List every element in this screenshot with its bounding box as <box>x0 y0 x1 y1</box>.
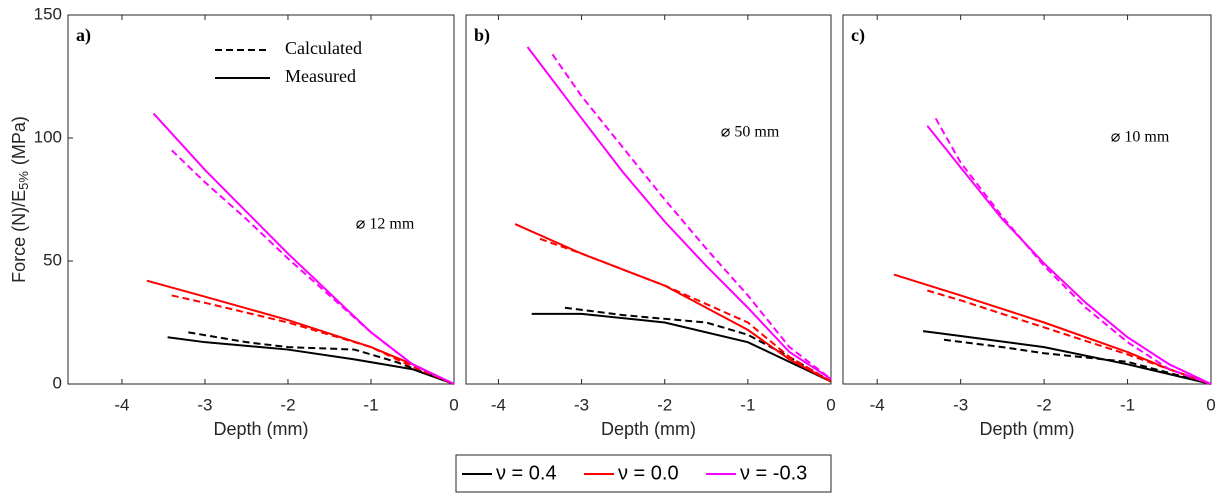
data-line <box>171 149 455 385</box>
diameter-label: ⌀ 12 mm <box>356 216 415 233</box>
data-line <box>171 294 455 385</box>
x-tick-label: -1 <box>740 395 755 414</box>
x-tick-label: -4 <box>870 395 885 414</box>
panel-label: b) <box>474 25 490 46</box>
x-tick-label: 0 <box>449 395 458 414</box>
diameter-label: ⌀ 10 mm <box>1111 129 1170 146</box>
data-line <box>926 289 1212 385</box>
x-tick-label: -3 <box>197 395 212 414</box>
y-tick-label: 100 <box>34 127 62 146</box>
panel-label: c) <box>851 25 865 46</box>
data-line <box>934 117 1212 385</box>
data-line <box>514 223 832 383</box>
y-tick-label: 0 <box>53 373 62 392</box>
data-line <box>926 125 1212 385</box>
style-legend-label: Measured <box>285 66 356 86</box>
x-tick-label: 0 <box>1206 395 1215 414</box>
legend-box <box>455 454 832 493</box>
style-legend-label: Calculated <box>285 38 362 58</box>
x-tick-label: -3 <box>574 395 589 414</box>
x-tick-label: -3 <box>953 395 968 414</box>
panel-label: a) <box>76 25 91 46</box>
y-label-main: Force (N)/E <box>9 190 29 283</box>
legend-label: ν = -0.3 <box>740 462 807 484</box>
x-tick-label: -1 <box>363 395 378 414</box>
data-line <box>922 330 1212 385</box>
y-tick-label: 50 <box>43 250 62 269</box>
y-axis-label: Force (N)/E5% (MPa) <box>9 116 32 283</box>
x-tick-label: 0 <box>826 395 835 414</box>
data-line <box>551 53 832 380</box>
legend-label: ν = 0.0 <box>618 462 679 484</box>
data-line <box>564 306 832 383</box>
data-line <box>539 237 832 383</box>
x-axis-label: Depth (mm) <box>601 419 696 439</box>
data-line <box>188 331 455 385</box>
y-label-unit: (MPa) <box>9 116 29 165</box>
plot-area <box>67 14 455 385</box>
legend-label: ν = 0.4 <box>496 462 557 484</box>
plot-area <box>465 14 832 385</box>
x-axis-label: Depth (mm) <box>979 419 1074 439</box>
y-tick-label: 150 <box>34 4 62 23</box>
data-line <box>526 46 832 380</box>
x-tick-label: -2 <box>657 395 672 414</box>
x-tick-label: -2 <box>1037 395 1052 414</box>
x-tick-label: -4 <box>114 395 129 414</box>
x-tick-label: -1 <box>1120 395 1135 414</box>
data-line <box>531 312 832 383</box>
x-tick-label: -4 <box>491 395 506 414</box>
x-tick-label: -2 <box>280 395 295 414</box>
plot-area <box>842 14 1212 385</box>
y-label-sub: 5% <box>16 171 31 190</box>
diameter-label: ⌀ 50 mm <box>721 124 780 141</box>
data-line <box>943 338 1212 385</box>
x-axis-label: Depth (mm) <box>213 419 308 439</box>
